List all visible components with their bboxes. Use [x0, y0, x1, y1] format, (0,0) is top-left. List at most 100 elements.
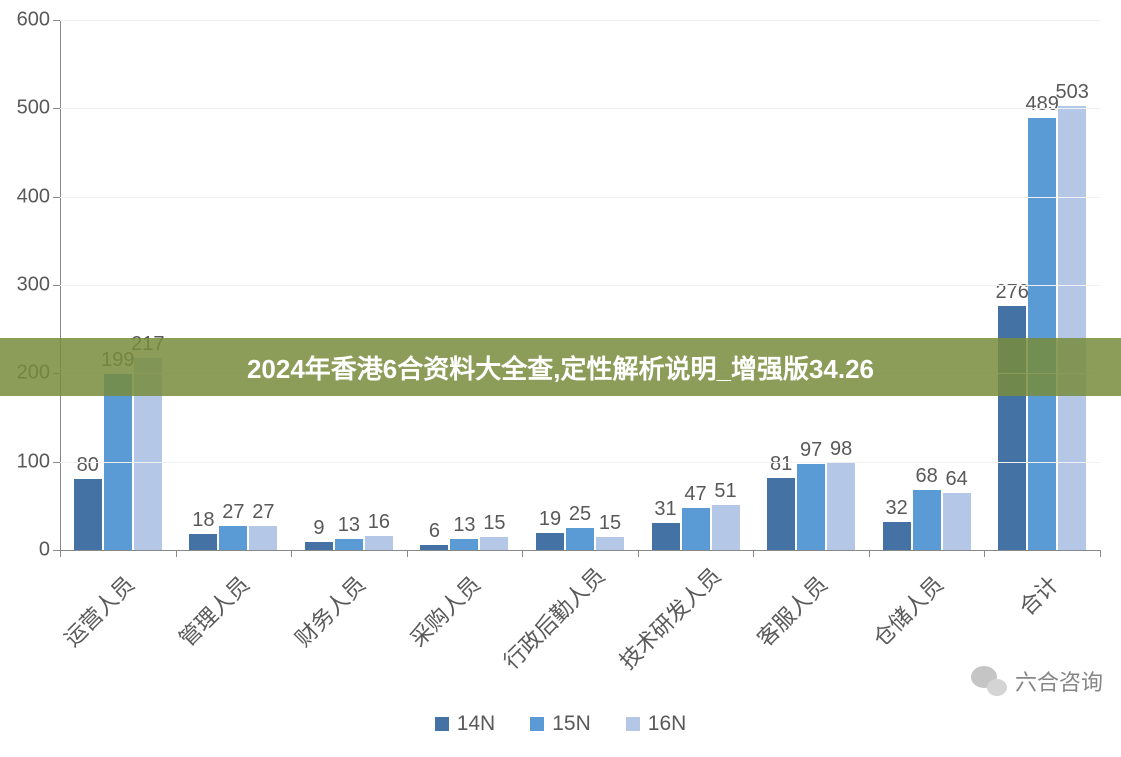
bar: 80: [74, 479, 102, 550]
bar-group: 182727: [189, 526, 277, 550]
y-tick-mark: [53, 197, 60, 198]
bar: 15: [596, 537, 624, 550]
bar-value-label: 64: [946, 468, 968, 491]
category-label: 仓储人员: [842, 568, 949, 675]
gridline: [60, 197, 1100, 198]
category-label: 采购人员: [380, 568, 487, 675]
y-tick-label: 600: [0, 9, 50, 32]
bar-value-label: 51: [714, 480, 736, 503]
bar-value-label: 97: [800, 439, 822, 462]
gridline: [60, 20, 1100, 21]
bar: 27: [249, 526, 277, 550]
legend-item-14n: 14N: [435, 712, 496, 736]
x-tick-mark: [869, 550, 870, 557]
category-label: 合计: [957, 568, 1064, 675]
x-tick-mark: [638, 550, 639, 557]
legend: 14N 15N 16N: [0, 712, 1121, 736]
bar: 15: [480, 537, 508, 550]
bar-value-label: 27: [222, 501, 244, 524]
x-tick-mark: [407, 550, 408, 557]
y-tick-mark: [53, 108, 60, 109]
y-tick-label: 0: [0, 539, 50, 562]
x-tick-mark: [1100, 550, 1101, 557]
bar-value-label: 489: [1026, 93, 1059, 116]
legend-item-16n: 16N: [626, 712, 687, 736]
bar-group: 314751: [652, 505, 740, 550]
overlay-text: 2024年香港6合资料大全查,定性解析说明_增强版34.26: [247, 349, 874, 386]
bar: 18: [189, 534, 217, 550]
bar-value-label: 47: [684, 483, 706, 506]
x-tick-mark: [291, 550, 292, 557]
bar: 47: [682, 508, 710, 550]
bar-value-label: 9: [313, 517, 324, 540]
bar-group: 819798: [767, 463, 855, 550]
y-tick-mark: [53, 550, 60, 551]
bar: 51: [712, 505, 740, 550]
y-tick-label: 500: [0, 97, 50, 120]
legend-swatch: [530, 717, 544, 731]
bar-group: 91316: [305, 536, 393, 550]
category-label: 运营人员: [33, 568, 140, 675]
bar-value-label: 31: [654, 498, 676, 521]
bar-group: 61315: [420, 537, 508, 550]
x-axis-line: [60, 550, 1100, 551]
bar: 16: [365, 536, 393, 550]
bar-group: 192515: [536, 528, 624, 550]
bar-value-label: 19: [539, 508, 561, 531]
y-tick-mark: [53, 285, 60, 286]
bar: 25: [566, 528, 594, 550]
y-tick-mark: [53, 20, 60, 21]
bar: 97: [797, 464, 825, 550]
bar: 503: [1058, 106, 1086, 550]
category-label: 管理人员: [148, 568, 255, 675]
y-tick-label: 300: [0, 274, 50, 297]
x-tick-mark: [60, 550, 61, 557]
legend-swatch: [435, 717, 449, 731]
y-tick-mark: [53, 462, 60, 463]
x-tick-mark: [522, 550, 523, 557]
bar-value-label: 15: [483, 512, 505, 535]
overlay-banner: 2024年香港6合资料大全查,定性解析说明_增强版34.26: [0, 338, 1121, 396]
watermark: 六合咨询: [971, 665, 1103, 697]
bar: 9: [305, 542, 333, 550]
category-label: 财务人员: [264, 568, 371, 675]
bar-value-label: 68: [916, 465, 938, 488]
bar-value-label: 15: [599, 512, 621, 535]
bar-value-label: 81: [770, 453, 792, 476]
gridline: [60, 285, 1100, 286]
y-tick-label: 100: [0, 450, 50, 473]
bar-value-label: 6: [429, 520, 440, 543]
bar: 6: [420, 545, 448, 550]
bar-value-label: 25: [569, 503, 591, 526]
bar-value-label: 16: [368, 511, 390, 534]
bar: 27: [219, 526, 247, 550]
gridline: [60, 108, 1100, 109]
bar: 13: [450, 539, 478, 550]
bar: 31: [652, 523, 680, 550]
bar-value-label: 503: [1056, 81, 1089, 104]
legend-label: 15N: [552, 712, 591, 736]
bar-value-label: 13: [338, 514, 360, 537]
category-label: 技术研发人员: [611, 568, 718, 675]
x-tick-mark: [753, 550, 754, 557]
watermark-text: 六合咨询: [1015, 665, 1103, 697]
bar: 98: [827, 463, 855, 550]
wechat-icon: [971, 666, 1007, 696]
bar: 68: [913, 490, 941, 550]
gridline: [60, 462, 1100, 463]
y-tick-label: 400: [0, 185, 50, 208]
bar-value-label: 32: [886, 497, 908, 520]
bar: 64: [943, 493, 971, 550]
bar: 81: [767, 478, 795, 550]
bar-value-label: 27: [252, 501, 274, 524]
x-tick-mark: [984, 550, 985, 557]
legend-label: 14N: [457, 712, 496, 736]
legend-label: 16N: [648, 712, 687, 736]
legend-item-15n: 15N: [530, 712, 591, 736]
bar-group: 326864: [883, 490, 971, 550]
bar: 13: [335, 539, 363, 550]
legend-swatch: [626, 717, 640, 731]
bar: 19: [536, 533, 564, 550]
bar: 489: [1028, 118, 1056, 550]
bar-value-label: 18: [192, 509, 214, 532]
